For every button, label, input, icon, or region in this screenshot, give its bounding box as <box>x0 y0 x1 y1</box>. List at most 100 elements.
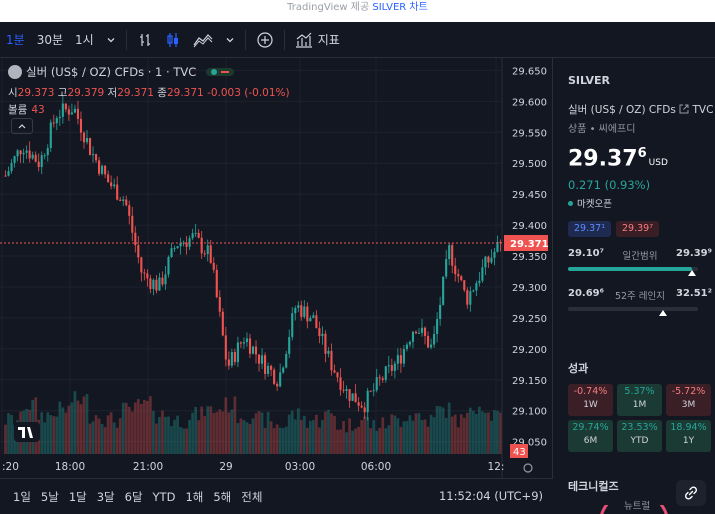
performance-tile-1m[interactable]: 5.37% 1M <box>617 384 662 416</box>
last-price-label-bg <box>504 235 548 252</box>
high-label: 고 <box>57 87 68 99</box>
candlestick-style-icon[interactable] <box>159 22 187 58</box>
candle-body <box>426 335 430 348</box>
volume-bar <box>284 426 288 454</box>
candle-body <box>88 138 92 155</box>
range-5d[interactable]: 5날 <box>40 489 59 504</box>
area-chart-style-icon[interactable] <box>187 22 219 58</box>
volume-bar <box>272 428 276 454</box>
candle-body <box>188 238 191 247</box>
candle-body <box>430 344 433 348</box>
gauge-neutral-label: 뉴트럴 <box>624 501 651 512</box>
candle-body <box>22 152 25 155</box>
range-all[interactable]: 전체 <box>241 489 263 504</box>
candle-body <box>487 256 490 263</box>
interval-1m[interactable]: 1분 <box>6 33 25 47</box>
volume-bar <box>79 404 83 454</box>
market-status-pill[interactable] <box>206 68 235 76</box>
candle-body <box>414 331 418 334</box>
symbol-category: 상품 • 씨에프디 <box>568 124 636 135</box>
candle-body <box>209 245 212 263</box>
candle-body <box>336 372 339 378</box>
candle-body <box>369 390 372 392</box>
candle-body <box>345 389 348 391</box>
candle-body <box>122 199 125 201</box>
candle-body <box>321 333 324 337</box>
candle-body <box>218 297 221 312</box>
performance-period: 1Y <box>682 436 695 446</box>
performance-tile-6m[interactable]: 29.74% 6M <box>568 420 613 452</box>
symbol-title[interactable]: 실버 (US$ / OZ) CFDs · 1 · TVC <box>26 65 197 79</box>
chevron-down-icon[interactable] <box>219 22 241 58</box>
candle-body <box>140 257 143 273</box>
collapse-legend-button[interactable] <box>11 118 33 134</box>
candle-body <box>233 352 236 363</box>
candle-body <box>402 349 405 364</box>
performance-tile-1w[interactable]: -0.74% 1W <box>568 384 613 416</box>
volume-bar <box>420 419 424 454</box>
chevron-down-icon[interactable] <box>100 22 122 58</box>
chart-pane[interactable]: 29.650 29.600 29.550 29.500 29.450 29.400 29.3… <box>0 58 553 478</box>
performance-tile-ytd[interactable]: 23.53% YTD <box>617 420 662 452</box>
x-tick-label: :20 <box>2 461 19 473</box>
volume-bar <box>447 402 451 454</box>
volume-bar <box>242 420 246 454</box>
chart-clock[interactable]: 11:52:04 (UTC+9) <box>438 489 543 503</box>
compare-plus-icon[interactable] <box>250 22 280 58</box>
candle-body <box>128 205 131 216</box>
candle-body <box>411 331 415 342</box>
volume-bar <box>142 399 146 454</box>
candle-body <box>194 232 197 234</box>
volume-legend: 볼륨 43 <box>8 102 45 117</box>
volume-bar <box>372 420 376 454</box>
range-ytd[interactable]: YTD <box>152 489 176 504</box>
range-6m[interactable]: 6달 <box>124 489 143 504</box>
candle-body <box>245 338 249 343</box>
tradingview-logo-icon[interactable] <box>14 422 40 442</box>
candle-body <box>375 377 378 391</box>
attribution-link[interactable]: SILVER 차트 <box>372 2 428 13</box>
candle-body <box>357 402 360 406</box>
candle-body <box>67 109 70 115</box>
volume-bar <box>375 430 379 454</box>
performance-tile-1y[interactable]: 18.94% 1Y <box>666 420 711 452</box>
volume-bar <box>453 414 457 454</box>
candle-body <box>16 150 19 157</box>
y-tick-label: 29.500 <box>512 159 547 170</box>
volume-bar <box>236 423 240 454</box>
interval-30m[interactable]: 30분 <box>36 33 63 47</box>
volume-bar <box>173 419 176 454</box>
toolbar-divider <box>244 29 246 50</box>
interval-1h[interactable]: 1시 <box>75 33 94 47</box>
volume-bar <box>230 409 234 454</box>
volume-bar <box>351 430 354 454</box>
candle-body <box>230 352 233 366</box>
volume-bar <box>67 405 71 454</box>
volume-bar <box>7 413 10 454</box>
range-5y[interactable]: 5해 <box>213 489 232 504</box>
range-1y[interactable]: 1해 <box>185 489 204 504</box>
performance-tile-3m[interactable]: -5.72% 3M <box>666 384 711 416</box>
range-1m[interactable]: 1달 <box>68 489 87 504</box>
share-link-button[interactable] <box>676 480 706 506</box>
bar-chart-style-icon[interactable] <box>131 22 159 58</box>
indicators-button[interactable]: 지표 <box>289 22 346 58</box>
price-chart[interactable]: 29.650 29.600 29.550 29.500 29.450 29.400 29.3… <box>0 58 553 478</box>
range-1d[interactable]: 1일 <box>13 489 31 504</box>
volume-bar <box>462 417 466 454</box>
volume-bar <box>179 427 182 454</box>
axis-settings-icon[interactable] <box>523 463 533 473</box>
change-value: -0.003 (-0.01%) <box>207 87 290 99</box>
candle-body <box>433 333 436 345</box>
candle-body <box>490 257 493 263</box>
candle-body <box>197 232 200 238</box>
volume-bar <box>76 400 80 454</box>
volume-bar <box>396 418 400 454</box>
volume-bar <box>118 418 122 454</box>
technicals-title: 테크니컬즈 <box>568 480 619 493</box>
bid-price: 29.37¹ <box>568 221 612 237</box>
volume-bar <box>182 428 185 454</box>
range-3m[interactable]: 3달 <box>96 489 115 504</box>
panel-symbol-name[interactable]: 실버 (US$ / OZ) CFDs TVC <box>568 102 713 117</box>
volume-bar <box>278 427 282 454</box>
